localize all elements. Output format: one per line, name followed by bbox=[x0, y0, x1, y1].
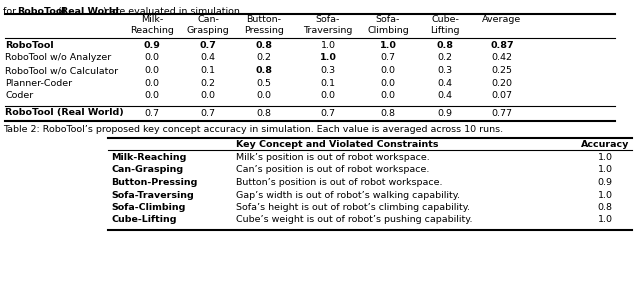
Text: 0.0: 0.0 bbox=[145, 91, 159, 100]
Text: 0.07: 0.07 bbox=[492, 91, 513, 100]
Text: Cube-
Lifting: Cube- Lifting bbox=[430, 15, 460, 35]
Text: RoboTool: RoboTool bbox=[5, 41, 54, 50]
Text: 0.1: 0.1 bbox=[200, 66, 216, 75]
Text: 0.1: 0.1 bbox=[321, 79, 335, 88]
Text: 0.7: 0.7 bbox=[200, 108, 216, 117]
Text: 0.87: 0.87 bbox=[490, 41, 514, 50]
Text: 0.3: 0.3 bbox=[437, 66, 452, 75]
Text: Cube-Lifting: Cube-Lifting bbox=[111, 216, 177, 224]
Text: Real World: Real World bbox=[61, 7, 119, 16]
Text: Cube’s weight is out of robot’s pushing capability.: Cube’s weight is out of robot’s pushing … bbox=[236, 216, 472, 224]
Text: 0.3: 0.3 bbox=[321, 66, 335, 75]
Text: 0.9: 0.9 bbox=[598, 178, 612, 187]
Text: 0.9: 0.9 bbox=[438, 108, 452, 117]
Text: 1.0: 1.0 bbox=[321, 41, 335, 50]
Text: Planner-Coder: Planner-Coder bbox=[5, 79, 72, 88]
Text: 0.8: 0.8 bbox=[257, 108, 271, 117]
Text: Button’s position is out of robot workspace.: Button’s position is out of robot worksp… bbox=[236, 178, 442, 187]
Text: Sofa’s height is out of robot’s climbing capability.: Sofa’s height is out of robot’s climbing… bbox=[236, 203, 470, 212]
Text: 1.0: 1.0 bbox=[598, 191, 612, 200]
Text: 1.0: 1.0 bbox=[598, 153, 612, 162]
Text: 0.0: 0.0 bbox=[257, 91, 271, 100]
Text: RoboTool (Real World): RoboTool (Real World) bbox=[5, 108, 124, 117]
Text: 0.2: 0.2 bbox=[257, 53, 271, 63]
Text: for: for bbox=[3, 7, 19, 16]
Text: Can’s position is out of robot workspace.: Can’s position is out of robot workspace… bbox=[236, 165, 429, 175]
Text: RoboTool w/o Calculator: RoboTool w/o Calculator bbox=[5, 66, 118, 75]
Text: 0.20: 0.20 bbox=[492, 79, 513, 88]
Text: Accuracy: Accuracy bbox=[581, 140, 629, 149]
Text: 0.7: 0.7 bbox=[200, 41, 216, 50]
Text: Button-
Pressing: Button- Pressing bbox=[244, 15, 284, 35]
Text: Key Concept and Violated Constraints: Key Concept and Violated Constraints bbox=[236, 140, 438, 149]
Text: Milk-Reaching: Milk-Reaching bbox=[111, 153, 186, 162]
Text: 0.0: 0.0 bbox=[200, 91, 216, 100]
Text: 0.9: 0.9 bbox=[143, 41, 161, 50]
Text: Sofa-
Climbing: Sofa- Climbing bbox=[367, 15, 409, 35]
Text: 0.8: 0.8 bbox=[436, 41, 454, 50]
Text: 0.0: 0.0 bbox=[145, 79, 159, 88]
Text: 0.7: 0.7 bbox=[145, 108, 159, 117]
Text: 0.0: 0.0 bbox=[381, 91, 396, 100]
Text: 0.7: 0.7 bbox=[321, 108, 335, 117]
Text: 0.0: 0.0 bbox=[145, 53, 159, 63]
Text: 0.4: 0.4 bbox=[438, 79, 452, 88]
Text: 0.0: 0.0 bbox=[321, 91, 335, 100]
Text: 0.8: 0.8 bbox=[598, 203, 612, 212]
Text: 1.0: 1.0 bbox=[319, 53, 337, 63]
Text: (: ( bbox=[55, 7, 61, 16]
Text: Sofa-
Traversing: Sofa- Traversing bbox=[303, 15, 353, 35]
Text: Milk-
Reaching: Milk- Reaching bbox=[130, 15, 174, 35]
Text: 0.7: 0.7 bbox=[381, 53, 396, 63]
Text: 0.25: 0.25 bbox=[492, 66, 513, 75]
Text: Average: Average bbox=[483, 15, 522, 24]
Text: 0.8: 0.8 bbox=[255, 66, 273, 75]
Text: 0.8: 0.8 bbox=[381, 108, 396, 117]
Text: 0.42: 0.42 bbox=[492, 53, 513, 63]
Text: Can-
Grasping: Can- Grasping bbox=[187, 15, 229, 35]
Text: 1.0: 1.0 bbox=[380, 41, 396, 50]
Text: 0.2: 0.2 bbox=[438, 53, 452, 63]
Text: Sofa-Climbing: Sofa-Climbing bbox=[111, 203, 186, 212]
Text: Gap’s width is out of robot’s walking capability.: Gap’s width is out of robot’s walking ca… bbox=[236, 191, 460, 200]
Text: ) are evaluated in simulation.: ) are evaluated in simulation. bbox=[103, 7, 243, 16]
Text: 0.2: 0.2 bbox=[200, 79, 216, 88]
Text: Coder: Coder bbox=[5, 91, 33, 100]
Text: RoboTool w/o Analyzer: RoboTool w/o Analyzer bbox=[5, 53, 111, 63]
Text: 0.5: 0.5 bbox=[257, 79, 271, 88]
Text: 0.4: 0.4 bbox=[438, 91, 452, 100]
Text: 0.8: 0.8 bbox=[255, 41, 273, 50]
Text: 0.4: 0.4 bbox=[200, 53, 216, 63]
Text: 0.0: 0.0 bbox=[381, 66, 396, 75]
Text: Button-Pressing: Button-Pressing bbox=[111, 178, 197, 187]
Text: 1.0: 1.0 bbox=[598, 216, 612, 224]
Text: Table 2: RoboTool’s proposed key concept accuracy in simulation. Each value is a: Table 2: RoboTool’s proposed key concept… bbox=[3, 125, 503, 134]
Text: RoboTool: RoboTool bbox=[17, 7, 66, 16]
Text: Can-Grasping: Can-Grasping bbox=[111, 165, 183, 175]
Text: 0.77: 0.77 bbox=[492, 108, 513, 117]
Text: 0.0: 0.0 bbox=[145, 66, 159, 75]
Text: Milk’s position is out of robot workspace.: Milk’s position is out of robot workspac… bbox=[236, 153, 429, 162]
Text: 1.0: 1.0 bbox=[598, 165, 612, 175]
Text: 0.0: 0.0 bbox=[381, 79, 396, 88]
Text: Sofa-Traversing: Sofa-Traversing bbox=[111, 191, 194, 200]
